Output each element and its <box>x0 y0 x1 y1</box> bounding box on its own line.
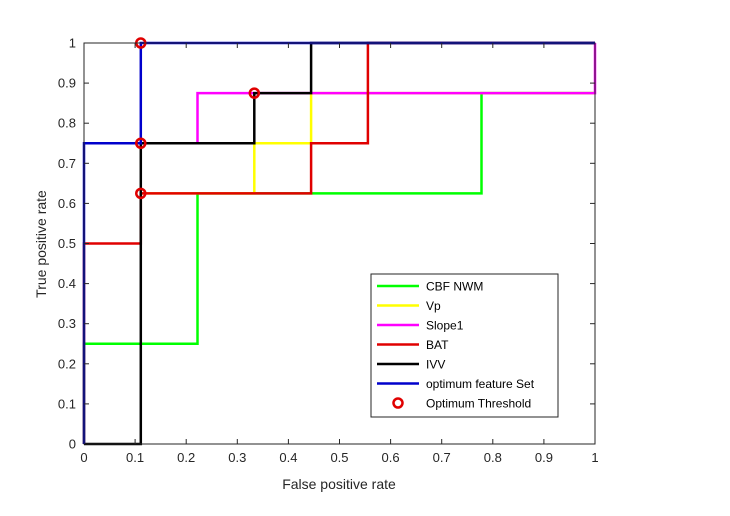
legend-label-ivv: IVV <box>426 358 445 372</box>
x-tick-label: 0.3 <box>228 450 246 465</box>
y-tick-label: 0.4 <box>58 276 76 291</box>
y-tick-label: 0.5 <box>58 236 76 251</box>
series-line-bat <box>82 41 595 444</box>
y-tick-label: 0.3 <box>58 316 76 331</box>
x-tick-label: 0.4 <box>279 450 297 465</box>
y-tick-label: 0.6 <box>58 196 76 211</box>
x-tick-label: 1 <box>591 450 598 465</box>
legend-label-cbf-nwm: CBF NWM <box>426 280 483 294</box>
x-tick-label: 0.9 <box>535 450 553 465</box>
y-tick-label: 0.2 <box>58 356 76 371</box>
optimum-threshold-marker <box>135 137 147 149</box>
tick-layer: 0 0.1 0.2 0.3 0.4 0.5 0.6 0.7 0.8 0.9 1 0 0.1 0.2 0.3 0… <box>58 36 599 466</box>
legend: CBF NWM Vp Slope1 BAT IVV optimum feature Set… <box>370 273 559 418</box>
x-tick-label: 0.7 <box>433 450 451 465</box>
y-tick-label: 0.7 <box>58 156 76 171</box>
x-tick-label: 0.2 <box>177 450 195 465</box>
series-line-ivv <box>84 41 595 446</box>
legend-label-vp: Vp <box>426 299 441 313</box>
x-tick-label: 0.1 <box>126 450 144 465</box>
y-tick-label: 0.9 <box>58 76 76 91</box>
y-axis-title: True positive rate <box>33 190 49 298</box>
x-tick-label: 0.8 <box>484 450 502 465</box>
optimum-threshold-marker <box>135 187 147 200</box>
legend-label-slope1: Slope1 <box>426 319 464 333</box>
y-tick-label: 0.8 <box>58 116 76 131</box>
optimum-threshold-marker <box>248 87 261 99</box>
legend-label-bat: BAT <box>426 338 449 352</box>
x-tick-label: 0 <box>80 450 87 465</box>
y-tick-label: 0.1 <box>58 396 76 411</box>
legend-swatch-optimum-threshold <box>392 397 404 409</box>
x-tick-label: 0.6 <box>382 450 400 465</box>
legend-label-optimum-threshold: Optimum Threshold <box>426 397 531 411</box>
y-tick-label: 1 <box>69 36 76 51</box>
y-tick-label: 0 <box>69 437 76 452</box>
legend-label-optimum-feature-set: optimum feature Set <box>426 377 535 391</box>
x-tick-label: 0.5 <box>330 450 348 465</box>
x-axis-title: False positive rate <box>282 476 396 492</box>
